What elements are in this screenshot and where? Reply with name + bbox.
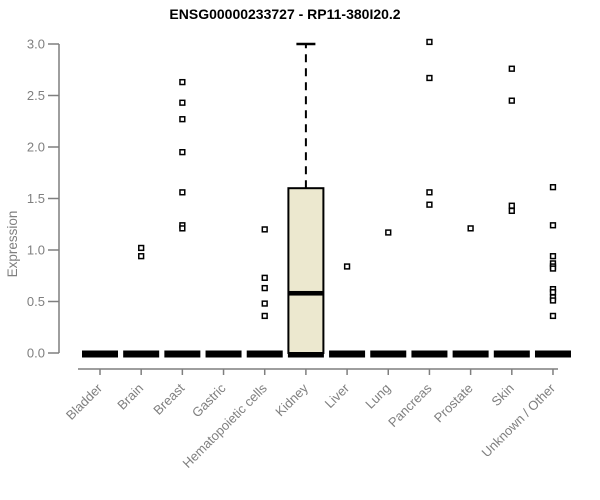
outlier-point-pancreas	[426, 201, 433, 208]
y-tick-label: 1.0	[27, 243, 45, 258]
outlier-point-unknown-other	[549, 297, 557, 304]
outlier-point-brain	[138, 244, 145, 252]
outlier-point-liver	[343, 263, 351, 270]
x-category-label: Skin	[488, 381, 516, 409]
outlier-point-brain	[138, 253, 145, 260]
x-category-label: Kidney	[272, 380, 311, 419]
outlier-point-hematopoietic-cells	[261, 284, 268, 292]
x-category-label: Lung	[362, 381, 393, 412]
x-category-label: Bladder	[63, 380, 106, 423]
outlier-point-hematopoietic-cells	[261, 312, 268, 320]
y-tick-label: 3.0	[27, 37, 45, 52]
box-collapsed-brain	[123, 350, 160, 358]
x-category-label: Brain	[114, 381, 146, 413]
y-tick-label: 2.5	[27, 88, 45, 103]
median-line-kidney	[288, 290, 324, 296]
outlier-point-hematopoietic-cells	[261, 226, 268, 233]
box-collapsed-breast	[164, 350, 201, 358]
outlier-point-prostate	[467, 225, 474, 232]
chart-title: ENSG00000233727 - RP11-380I20.2	[169, 6, 401, 22]
outlier-point-skin	[508, 207, 515, 215]
outlier-point-breast	[179, 149, 186, 156]
outlier-point-hematopoietic-cells	[261, 274, 268, 281]
outlier-point-skin	[508, 202, 515, 209]
box-collapsed-bladder	[82, 350, 118, 358]
y-axis-label: Expression	[5, 211, 20, 278]
x-category-label: Gastric	[189, 380, 229, 420]
outlier-point-unknown-other	[549, 253, 557, 260]
box-collapsed-hematopoietic-cells	[246, 350, 283, 358]
y-tick-label: 2.0	[27, 140, 45, 155]
outlier-point-hematopoietic-cells	[261, 300, 268, 307]
outlier-point-unknown-other	[549, 289, 557, 296]
outlier-point-breast	[179, 225, 186, 232]
outlier-point-lung	[385, 229, 392, 236]
outlier-point-breast	[179, 189, 186, 196]
outlier-point-breast	[179, 116, 186, 123]
x-category-label: Pancreas	[385, 380, 435, 430]
y-tick-label: 1.5	[27, 191, 45, 206]
x-category-label: Liver	[322, 380, 353, 411]
x-category-label: Breast	[150, 380, 187, 417]
box-collapsed-prostate	[452, 350, 489, 358]
outlier-point-skin	[508, 65, 515, 72]
x-category-label: Unknown / Other	[479, 380, 559, 460]
y-tick-label: 0.5	[27, 294, 45, 309]
outlier-point-pancreas	[426, 74, 433, 82]
box-collapsed-skin	[493, 350, 530, 358]
outlier-point-unknown-other	[549, 265, 557, 272]
outlier-point-breast	[179, 99, 186, 106]
outlier-point-pancreas	[426, 189, 433, 196]
box-collapsed-gastric	[205, 350, 242, 358]
box-kidney	[287, 187, 325, 354]
outlier-point-breast	[179, 78, 186, 86]
y-tick-label: 0.0	[27, 346, 45, 361]
x-category-label: Prostate	[431, 381, 476, 426]
box-collapsed-lung	[370, 350, 407, 358]
box-collapsed-pancreas	[411, 350, 448, 358]
box-collapsed-liver	[329, 350, 366, 358]
outlier-point-unknown-other	[549, 312, 557, 320]
outlier-point-unknown-other	[549, 222, 557, 229]
outlier-point-unknown-other	[549, 184, 557, 191]
box-collapsed-unknown-other	[534, 350, 571, 358]
outlier-point-skin	[508, 97, 515, 104]
outlier-point-pancreas	[426, 38, 433, 46]
